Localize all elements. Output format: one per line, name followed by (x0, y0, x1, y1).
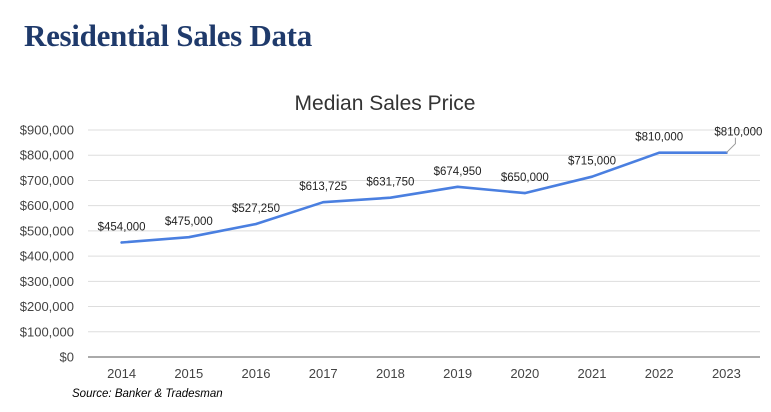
data-point (322, 201, 325, 204)
data-point (254, 222, 258, 226)
data-point (590, 175, 594, 178)
x-tick-label: 2018 (376, 366, 405, 381)
x-tick-label: 2015 (174, 366, 203, 381)
data-label: $631,750 (366, 177, 414, 189)
data-point (187, 235, 190, 239)
x-tick-label: 2019 (443, 366, 472, 381)
y-tick-label: $700,000 (20, 173, 74, 188)
data-point (120, 241, 123, 244)
data-label: $715,000 (568, 156, 616, 168)
y-tick-label: $0 (60, 350, 74, 365)
data-label: $454,000 (98, 221, 146, 233)
gridlines (88, 129, 760, 358)
data-labels: $454,000 $475,000 $527,250 $613,725 $631,750… (98, 127, 763, 234)
x-tick-label: 2017 (309, 366, 338, 381)
data-label: $810,000 (714, 127, 762, 139)
y-tick-label: $900,000 (20, 123, 74, 138)
y-tick-label: $500,000 (20, 223, 74, 238)
y-tick-label: $300,000 (20, 274, 74, 289)
x-axis-labels: 2014 2015 2016 2017 2018 2019 2020 2021 2022 2023 (107, 366, 741, 381)
data-label: $810,000 (635, 132, 683, 144)
data-label: $475,000 (165, 216, 213, 228)
x-tick-label: 2021 (578, 366, 607, 381)
x-tick-label: 2014 (107, 366, 136, 381)
data-label-leader (726, 137, 736, 154)
x-tick-label: 2022 (645, 366, 674, 381)
x-tick-label: 2020 (510, 366, 539, 381)
y-tick-label: $400,000 (20, 249, 74, 264)
series-group (120, 151, 728, 244)
x-tick-label: 2023 (712, 366, 741, 381)
data-label: $650,000 (501, 172, 549, 184)
data-label: $613,725 (299, 181, 347, 193)
data-label: $527,250 (232, 203, 280, 215)
data-point (456, 185, 459, 188)
x-tick-label: 2016 (242, 366, 271, 381)
y-axis-labels: $0 $100,000 $200,000 $300,000 $400,000 $500,0… (20, 123, 74, 365)
y-tick-label: $600,000 (20, 198, 74, 213)
data-point (389, 196, 392, 199)
data-point (523, 191, 526, 195)
page-heading: Residential Sales Data (24, 18, 312, 53)
chart-title: Median Sales Price (295, 92, 476, 115)
y-tick-label: $200,000 (20, 299, 74, 314)
source-note: Source: Banker & Tradesman (72, 388, 223, 400)
data-label: $674,950 (434, 166, 482, 178)
y-tick-label: $800,000 (20, 148, 74, 163)
data-point (658, 151, 661, 154)
y-tick-label: $100,000 (20, 324, 74, 339)
series-line (120, 151, 728, 244)
